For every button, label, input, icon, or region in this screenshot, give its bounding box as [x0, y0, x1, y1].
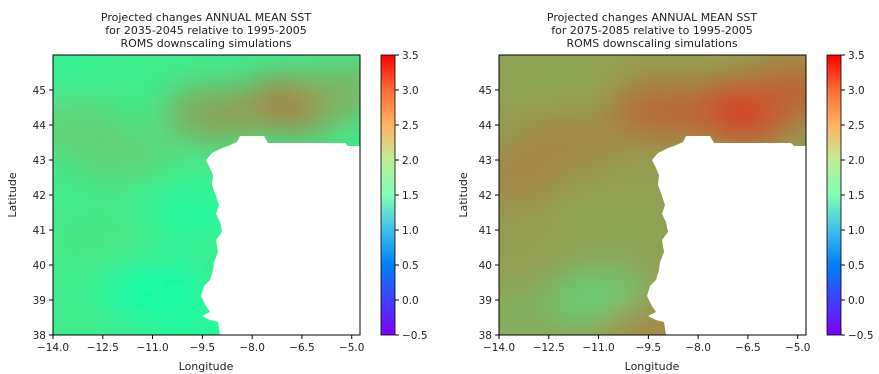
- colorbar-ticks: −0.5 0.0 0.5 1.0 1.5 2.0 2.5 3.0 3.5: [395, 50, 428, 342]
- colorbar-tick-label: 3.0: [402, 85, 419, 97]
- field-hotspot: [499, 149, 561, 206]
- colorbar-tick-label: 1.5: [402, 190, 419, 202]
- x-tick-label: −11.0: [582, 342, 614, 354]
- field-hotspot: [53, 209, 158, 265]
- field-hotspot: [53, 55, 108, 101]
- colorbar-tick-label: 1.0: [848, 225, 865, 237]
- colorbar-tick-label: 2.5: [402, 120, 419, 132]
- chart-title-line-2: for 2035-2045 relative to 1995-2005: [105, 24, 307, 37]
- colorbar-tick-label: 1.0: [402, 225, 419, 237]
- y-tick-label: 45: [479, 85, 492, 97]
- y-axis-label: Latitude: [457, 172, 470, 218]
- y-axis: 38 39 40 41 42 43 44 45: [33, 85, 53, 342]
- field-hotspot: [296, 62, 360, 118]
- colorbar-tick-label: 0.5: [402, 260, 419, 272]
- x-axis-label: Longitude: [179, 360, 234, 373]
- land-mask: [647, 136, 806, 335]
- y-axis: 38 39 40 41 42 43 44 45: [479, 85, 499, 342]
- colorbar-ticks: −0.5 0.0 0.5 1.0 1.5 2.0 2.5 3.0 3.5: [841, 50, 874, 342]
- y-axis-label: Latitude: [6, 172, 19, 218]
- colorbar-tick-label: 2.5: [848, 120, 865, 132]
- x-tick-label: −12.5: [533, 342, 565, 354]
- land-mask: [201, 136, 360, 335]
- colorbar-tick-label: 0.0: [848, 295, 865, 307]
- chart-title-line-3: ROMS downscaling simulations: [566, 37, 737, 50]
- y-tick-label: 45: [33, 85, 46, 97]
- x-tick-label: −11.0: [136, 342, 168, 354]
- x-axis: −14.0 −12.5 −11.0 −9.5 −8.0 −6.5 −5.0: [37, 335, 365, 354]
- field-hotspot: [742, 62, 806, 118]
- y-tick-label: 42: [479, 190, 492, 202]
- y-tick-label: 40: [479, 260, 492, 272]
- x-tick-label: −14.0: [37, 342, 69, 354]
- x-axis-label: Longitude: [625, 360, 680, 373]
- x-axis: −14.0 −12.5 −11.0 −9.5 −8.0 −6.5 −5.0: [483, 335, 811, 354]
- x-tick-label: −12.5: [87, 342, 119, 354]
- field-hotspot: [53, 97, 125, 153]
- y-tick-label: 40: [33, 260, 46, 272]
- x-tick-label: −6.5: [735, 342, 761, 354]
- colorbar-tick-label: −0.5: [402, 330, 428, 342]
- y-tick-label: 43: [479, 155, 492, 167]
- field-hotspot: [53, 289, 115, 335]
- x-tick-label: −8.0: [685, 342, 711, 354]
- x-tick-label: −8.0: [239, 342, 265, 354]
- chart-title-line-2: for 2075-2085 relative to 1995-2005: [551, 24, 753, 37]
- x-tick-label: −9.5: [636, 342, 662, 354]
- field-hotspot: [163, 86, 274, 143]
- colorbar-tick-label: −0.5: [848, 330, 874, 342]
- panel-right: Projected changes ANNUAL MEAN SST for 20…: [457, 11, 874, 373]
- colorbar-tick-label: 3.5: [402, 50, 419, 62]
- x-tick-label: −5.0: [785, 342, 811, 354]
- y-tick-label: 38: [479, 330, 492, 342]
- heatmap-field: [53, 55, 360, 335]
- chart-title-line-1: Projected changes ANNUAL MEAN SST: [547, 11, 757, 24]
- y-tick-label: 44: [33, 120, 47, 132]
- y-tick-label: 39: [479, 295, 492, 307]
- x-tick-label: −9.5: [190, 342, 216, 354]
- y-tick-label: 41: [479, 225, 492, 237]
- field-hotspot: [499, 289, 571, 335]
- colorbar: [826, 54, 842, 336]
- colorbar-tick-label: 1.5: [848, 190, 865, 202]
- field-hotspot: [499, 55, 604, 101]
- y-tick-label: 43: [33, 155, 46, 167]
- field-hotspot: [560, 202, 671, 258]
- y-tick-label: 38: [33, 330, 46, 342]
- colorbar-tick-label: 2.0: [848, 155, 865, 167]
- colorbar-tick-label: 0.0: [402, 295, 419, 307]
- colorbar: [380, 54, 396, 336]
- y-tick-label: 44: [479, 120, 493, 132]
- x-tick-label: −14.0: [483, 342, 515, 354]
- panel-left: Projected changes ANNUAL MEAN SST for 20…: [6, 11, 428, 373]
- y-tick-label: 39: [33, 295, 46, 307]
- colorbar-tick-label: 2.0: [402, 155, 419, 167]
- chart-title-line-1: Projected changes ANNUAL MEAN SST: [101, 11, 311, 24]
- heatmap-field: [499, 55, 806, 335]
- chart-title-line-3: ROMS downscaling simulations: [120, 37, 291, 50]
- colorbar-tick-label: 0.5: [848, 260, 865, 272]
- field-hotspot: [130, 184, 241, 241]
- x-tick-label: −5.0: [339, 342, 365, 354]
- y-tick-label: 42: [33, 190, 46, 202]
- y-tick-label: 41: [33, 225, 46, 237]
- field-hotspot: [609, 83, 720, 139]
- colorbar-tick-label: 3.5: [848, 50, 865, 62]
- x-tick-label: −6.5: [289, 342, 315, 354]
- colorbar-tick-label: 3.0: [848, 85, 865, 97]
